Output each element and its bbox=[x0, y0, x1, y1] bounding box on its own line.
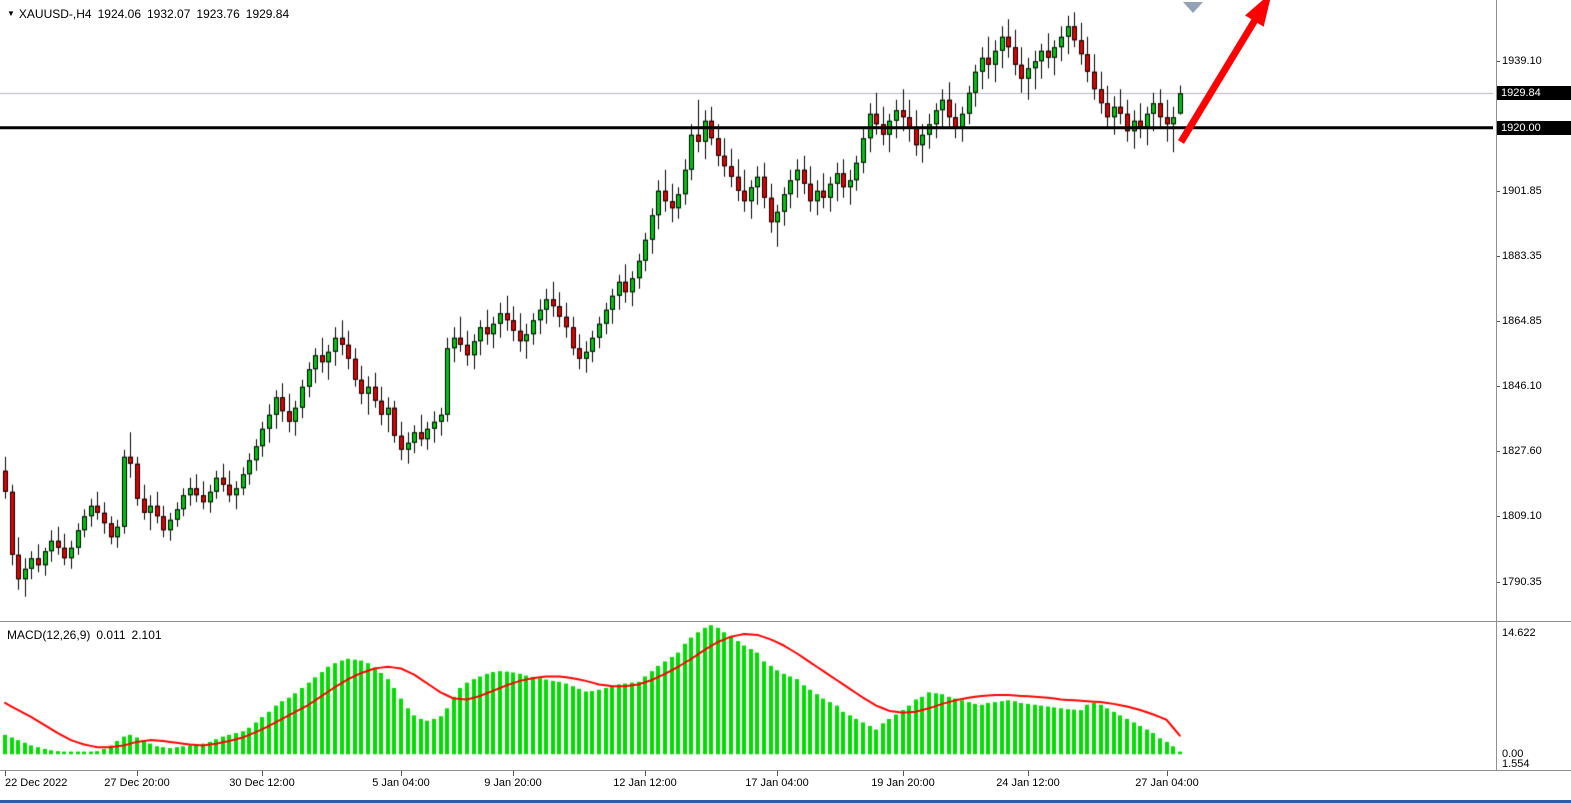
time-axis-label: 30 Dec 12:00 bbox=[229, 777, 295, 789]
time-axis-tick bbox=[645, 771, 646, 776]
pane-separator[interactable] bbox=[0, 621, 1571, 622]
time-axis-label: 27 Jan 04:00 bbox=[1135, 777, 1199, 789]
price-axis-label: 1846.10 bbox=[1502, 380, 1542, 392]
symbol-timeframe-label: XAUUSD-,H4 bbox=[18, 7, 92, 21]
ohlc-high-value: 1932.07 bbox=[147, 7, 191, 21]
time-axis-label: 17 Jan 04:00 bbox=[745, 777, 809, 789]
macd-indicator-label: MACD(12,26,9) 0.011 2.101 bbox=[7, 628, 162, 642]
time-axis-tick bbox=[513, 771, 514, 776]
price-axis-tick bbox=[1496, 516, 1500, 517]
time-axis[interactable]: 22 Dec 2022 27 Dec 20:00 30 Dec 12:00 5 Jan… bbox=[0, 770, 1496, 800]
price-axis-tick bbox=[1496, 321, 1500, 322]
time-axis-tick bbox=[1167, 771, 1168, 776]
price-axis-label: 1864.85 bbox=[1502, 315, 1542, 327]
price-axis-separator bbox=[1496, 0, 1497, 770]
macd-axis-label: 0.00 bbox=[1502, 748, 1524, 760]
window-bottom-edge bbox=[0, 800, 1571, 803]
time-axis-tick bbox=[5, 771, 6, 776]
bid-price-tag: 1929.84 bbox=[1496, 86, 1571, 100]
time-axis-label: 12 Jan 12:00 bbox=[613, 777, 677, 789]
time-axis-tick bbox=[401, 771, 402, 776]
time-axis-label: 27 Dec 20:00 bbox=[104, 777, 170, 789]
price-axis-tick bbox=[1496, 451, 1500, 452]
symbol-dropdown-icon[interactable]: ▼ bbox=[7, 9, 15, 18]
price-axis[interactable]: 1939.10 1901.85 1883.35 1864.85 1846.10 1827.… bbox=[1496, 0, 1571, 770]
hline-price-tag: 1920.00 bbox=[1496, 121, 1571, 135]
macd-name-label: MACD(12,26,9) bbox=[7, 628, 91, 642]
macd-axis-label: 14.622 bbox=[1502, 627, 1536, 639]
time-axis-tick bbox=[903, 771, 904, 776]
macd-main-value: 0.011 bbox=[96, 628, 126, 642]
price-axis-tick bbox=[1496, 256, 1500, 257]
macd-signal-value: 2.101 bbox=[131, 628, 162, 642]
ohlc-open-value: 1924.06 bbox=[97, 7, 141, 21]
chart-header: ▼ XAUUSD-,H4 1924.06 1932.07 1923.76 1929.84 bbox=[7, 7, 289, 21]
price-axis-tick bbox=[1496, 191, 1500, 192]
price-axis-label: 1939.10 bbox=[1502, 55, 1542, 67]
time-axis-tick bbox=[262, 771, 263, 776]
time-axis-separator bbox=[0, 770, 1571, 771]
time-axis-label: 22 Dec 2022 bbox=[5, 777, 68, 789]
time-axis-tick bbox=[1028, 771, 1029, 776]
price-chart-canvas[interactable] bbox=[0, 0, 1496, 770]
price-axis-label: 1790.35 bbox=[1502, 576, 1542, 588]
ohlc-low-value: 1923.76 bbox=[196, 7, 240, 21]
time-axis-label: 9 Jan 20:00 bbox=[484, 777, 542, 789]
price-axis-tick bbox=[1496, 61, 1500, 62]
time-axis-label: 24 Jan 12:00 bbox=[996, 777, 1060, 789]
price-axis-label: 1827.60 bbox=[1502, 445, 1542, 457]
macd-axis-label: 1.554 bbox=[1502, 758, 1530, 770]
ohlc-close-value: 1929.84 bbox=[245, 7, 290, 21]
price-axis-label: 1883.35 bbox=[1502, 250, 1542, 262]
time-axis-tick bbox=[777, 771, 778, 776]
price-axis-label: 1901.85 bbox=[1502, 185, 1542, 197]
price-axis-tick bbox=[1496, 386, 1500, 387]
price-axis-tick bbox=[1496, 582, 1500, 583]
time-axis-label: 19 Jan 20:00 bbox=[871, 777, 935, 789]
price-axis-label: 1809.10 bbox=[1502, 510, 1542, 522]
time-axis-label: 5 Jan 04:00 bbox=[372, 777, 430, 789]
time-axis-tick bbox=[137, 771, 138, 776]
